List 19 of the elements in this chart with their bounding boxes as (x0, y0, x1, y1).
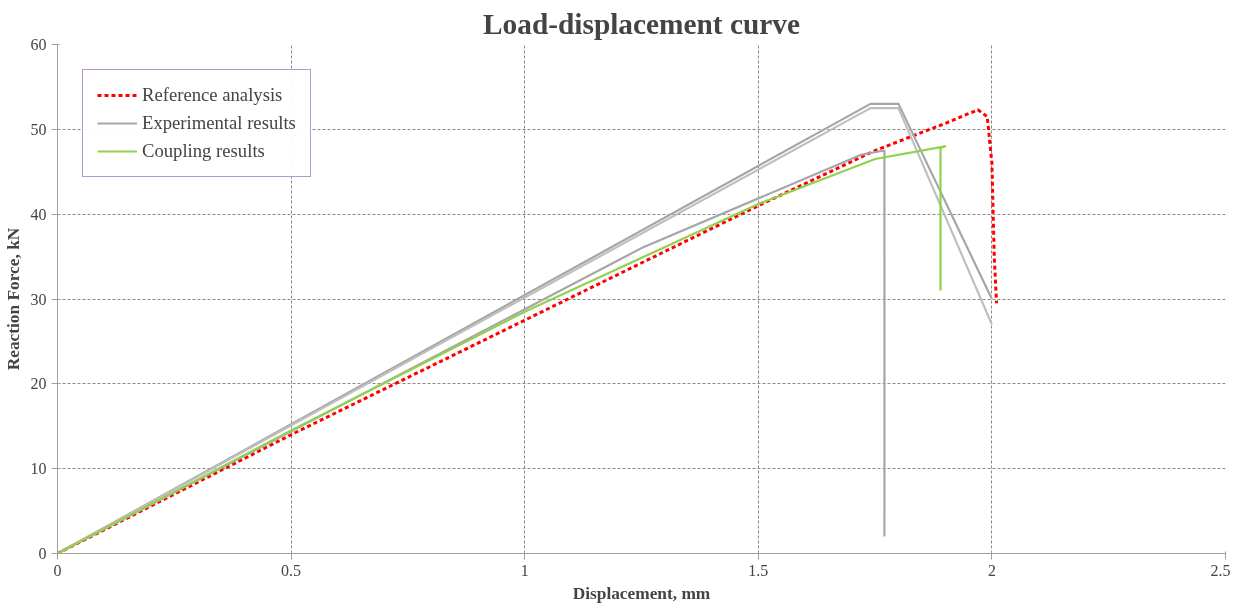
y-tick-label: 0 (38, 545, 47, 562)
y-tick-label: 30 (30, 290, 47, 308)
x-tick-label: 2.5 (1210, 561, 1231, 579)
y-tick-label: 40 (30, 205, 47, 223)
x-tick-label: 0.5 (281, 561, 302, 579)
x-tick-label: 1 (520, 561, 529, 579)
x-tick-label: 1.5 (748, 561, 769, 579)
y-tick-label: 10 (30, 460, 47, 478)
y-axis-title: Reaction Force, kN (3, 227, 23, 371)
x-tick-label: 0 (53, 561, 62, 579)
chart-title: Load-displacement curve (483, 7, 800, 40)
legend-label: Experimental results (142, 112, 296, 134)
legend-label: Reference analysis (142, 84, 283, 106)
x-axis-title: Displacement, mm (572, 583, 711, 603)
x-tick-label: 2 (987, 561, 996, 579)
legend-label: Coupling results (142, 140, 265, 162)
y-tick-label: 60 (30, 36, 47, 53)
y-tick-label: 50 (30, 120, 47, 138)
y-tick-label: 20 (30, 375, 47, 393)
